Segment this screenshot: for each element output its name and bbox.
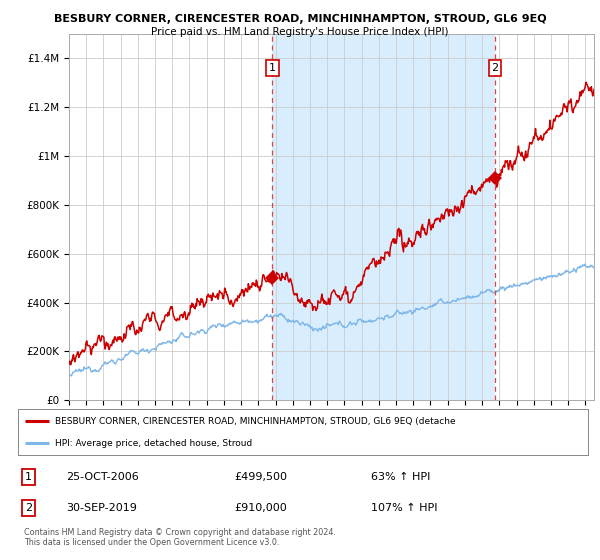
Bar [272, 34, 495, 400]
Text: 25-OCT-2006: 25-OCT-2006 [67, 472, 139, 482]
Text: BESBURY CORNER, CIRENCESTER ROAD, MINCHINHAMPTON, STROUD, GL6 9EQ (detache: BESBURY CORNER, CIRENCESTER ROAD, MINCHI… [55, 417, 455, 426]
Text: Contains HM Land Registry data © Crown copyright and database right 2024.
This d: Contains HM Land Registry data © Crown c… [24, 528, 336, 547]
Text: £910,000: £910,000 [235, 503, 287, 513]
Text: 107% ↑ HPI: 107% ↑ HPI [371, 503, 438, 513]
Text: 63% ↑ HPI: 63% ↑ HPI [371, 472, 431, 482]
Text: £499,500: £499,500 [235, 472, 287, 482]
Text: HPI: Average price, detached house, Stroud: HPI: Average price, detached house, Stro… [55, 438, 253, 448]
Text: BESBURY CORNER, CIRENCESTER ROAD, MINCHINHAMPTON, STROUD, GL6 9EQ: BESBURY CORNER, CIRENCESTER ROAD, MINCHI… [53, 14, 547, 24]
Text: 1: 1 [25, 472, 32, 482]
Text: 30-SEP-2019: 30-SEP-2019 [67, 503, 137, 513]
Text: 1: 1 [269, 63, 276, 73]
Text: 2: 2 [491, 63, 499, 73]
Text: 2: 2 [25, 503, 32, 513]
Text: Price paid vs. HM Land Registry's House Price Index (HPI): Price paid vs. HM Land Registry's House … [151, 27, 449, 37]
